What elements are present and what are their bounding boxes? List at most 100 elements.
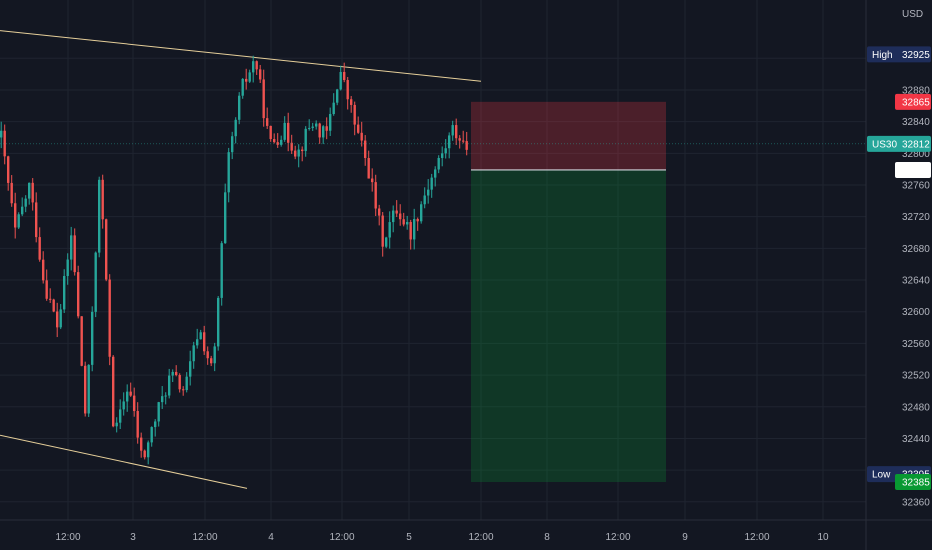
time-tick-label: 12:00 bbox=[192, 532, 217, 543]
price-tick-label: 32640 bbox=[902, 276, 930, 287]
low-tag-label: Low bbox=[872, 470, 891, 481]
time-axis[interactable]: 12:00 3 12:00 4 12:00 5 12:00 8 12:00 9 12:00 10 bbox=[55, 532, 829, 543]
candle-up bbox=[392, 210, 395, 223]
price-tick-label: 32680 bbox=[902, 244, 930, 255]
candle-down bbox=[353, 104, 356, 125]
candle-down bbox=[269, 125, 272, 140]
candle-up bbox=[98, 179, 101, 253]
candle-down bbox=[182, 389, 185, 391]
candle-down bbox=[301, 149, 304, 152]
candle-up bbox=[238, 95, 241, 120]
candle-up bbox=[91, 311, 94, 365]
candle-down bbox=[136, 411, 139, 438]
candle-down bbox=[259, 69, 262, 80]
time-tick-label: 12:00 bbox=[605, 532, 630, 543]
candle-up bbox=[227, 152, 230, 193]
candle-up bbox=[126, 391, 129, 402]
reward-zone[interactable] bbox=[471, 169, 666, 482]
time-tick-label: 9 bbox=[682, 532, 688, 543]
candle-up bbox=[161, 396, 164, 403]
candle-up bbox=[413, 219, 416, 240]
currency-label: USD bbox=[902, 9, 923, 20]
candle-down bbox=[178, 375, 181, 390]
last-tag-value: 32812 bbox=[902, 139, 930, 150]
candle-up bbox=[115, 422, 118, 427]
candle-down bbox=[273, 139, 276, 143]
candle-down bbox=[374, 182, 377, 209]
price-tick-label: 32440 bbox=[902, 434, 930, 445]
position-zones[interactable] bbox=[471, 101, 666, 482]
candle-down bbox=[360, 132, 363, 141]
candle-up bbox=[192, 345, 195, 362]
time-tick-label: 12:00 bbox=[329, 532, 354, 543]
high-tag-value: 32925 bbox=[902, 50, 930, 61]
candle-up bbox=[171, 371, 174, 376]
candle-up bbox=[437, 157, 440, 170]
candle-up bbox=[0, 130, 3, 138]
candle-down bbox=[245, 78, 248, 82]
candle-down bbox=[455, 125, 458, 139]
candle-down bbox=[416, 219, 419, 222]
candle-down bbox=[73, 235, 76, 273]
candle-up bbox=[122, 401, 125, 410]
candle-up bbox=[87, 364, 90, 414]
price-tags: High3292532865US303281232779Low323953238… bbox=[867, 46, 931, 490]
candle-down bbox=[325, 126, 328, 131]
price-tick-label: 32880 bbox=[902, 85, 930, 96]
candle-down bbox=[266, 118, 269, 126]
price-tick-label: 32360 bbox=[902, 497, 930, 508]
candle-down bbox=[7, 156, 10, 183]
candle-down bbox=[84, 365, 87, 414]
time-tick-label: 8 bbox=[544, 532, 550, 543]
time-tick-label: 12:00 bbox=[55, 532, 80, 543]
candle-up bbox=[304, 128, 307, 152]
candle-up bbox=[196, 339, 199, 346]
candle-up bbox=[280, 139, 283, 145]
candle-up bbox=[448, 135, 451, 149]
time-tick-label: 5 bbox=[406, 532, 412, 543]
candle-down bbox=[140, 437, 143, 451]
candle-up bbox=[213, 346, 216, 364]
candle-down bbox=[357, 124, 360, 133]
candle-up bbox=[150, 427, 153, 443]
candle-down bbox=[108, 279, 111, 357]
candle-down bbox=[112, 356, 115, 427]
candle-up bbox=[315, 123, 318, 127]
candle-down bbox=[378, 208, 381, 216]
candle-down bbox=[367, 158, 370, 179]
price-tick-label: 32800 bbox=[902, 149, 930, 160]
candle-up bbox=[385, 237, 388, 247]
candle-up bbox=[311, 126, 314, 128]
candle-down bbox=[381, 215, 384, 247]
candle-down bbox=[35, 202, 38, 238]
candle-up bbox=[63, 275, 66, 310]
upper-trendline[interactable] bbox=[0, 30, 482, 82]
candle-up bbox=[329, 114, 332, 131]
candle-up bbox=[59, 309, 62, 328]
time-tick-label: 10 bbox=[817, 532, 829, 543]
candle-up bbox=[332, 102, 335, 115]
candle-up bbox=[147, 442, 150, 458]
candle-down bbox=[364, 140, 367, 159]
lower-trendline[interactable] bbox=[0, 434, 248, 489]
candle-up bbox=[297, 149, 300, 157]
candle-down bbox=[45, 280, 48, 299]
risk-zone[interactable] bbox=[471, 101, 666, 170]
candle-down bbox=[56, 311, 59, 328]
time-tick-label: 12:00 bbox=[744, 532, 769, 543]
candle-up bbox=[224, 192, 227, 244]
candle-down bbox=[458, 138, 461, 141]
price-axis[interactable]: 32360 32440 32480 32520 32560 32600 32640 32680… bbox=[902, 85, 930, 508]
candle-up bbox=[406, 222, 409, 225]
time-tick-label: 3 bbox=[130, 532, 136, 543]
trendlines[interactable] bbox=[0, 30, 482, 489]
candle-up bbox=[308, 127, 311, 129]
time-tick-label: 4 bbox=[268, 532, 274, 543]
candle-up bbox=[185, 376, 188, 391]
stop-tag-box bbox=[895, 93, 931, 110]
candle-down bbox=[318, 123, 321, 138]
candle-down bbox=[80, 316, 83, 366]
candle-up bbox=[66, 259, 69, 276]
